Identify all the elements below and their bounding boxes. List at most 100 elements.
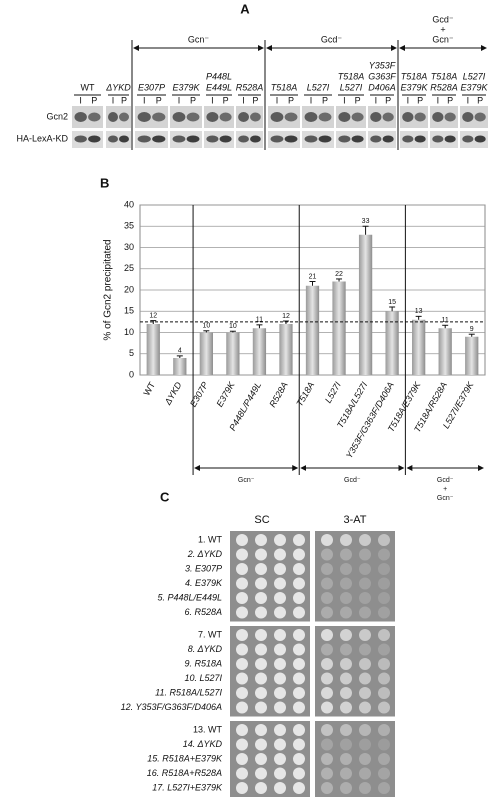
band [402, 112, 414, 122]
lane-sub: I [437, 95, 440, 105]
value-label: 11 [442, 317, 449, 324]
lane-sub: I [211, 95, 214, 105]
colony [255, 563, 267, 575]
band [270, 135, 284, 143]
lane-sub: P [121, 95, 127, 105]
colony [321, 563, 333, 575]
band [351, 112, 364, 122]
band [206, 112, 219, 122]
colony [274, 592, 286, 604]
x-tick-label: L527I [323, 380, 343, 405]
colony [293, 548, 305, 561]
colony [340, 592, 352, 604]
band [186, 135, 200, 143]
band [402, 135, 414, 143]
colony [359, 767, 371, 780]
colony [293, 782, 305, 794]
lane-sub: P [477, 95, 483, 105]
colony [293, 592, 305, 604]
colony [340, 534, 352, 546]
group-label: Gcn⁻ [437, 495, 454, 502]
band [270, 112, 284, 122]
band [108, 112, 118, 122]
colony [255, 738, 267, 751]
colony [236, 548, 248, 561]
colony [378, 672, 390, 685]
blot [204, 106, 234, 128]
lane-label: R528A [430, 82, 458, 92]
colony [274, 767, 286, 780]
blot [72, 131, 103, 148]
lane-sub: P [322, 95, 328, 105]
lane-sub: P [223, 95, 229, 105]
group-label: Gcn⁻ [432, 34, 454, 44]
bar [146, 324, 160, 375]
colony [321, 629, 333, 641]
colony [321, 658, 333, 670]
colony [274, 577, 286, 590]
lane-label: L527I [340, 82, 363, 92]
colony [293, 577, 305, 590]
band [444, 112, 456, 122]
colony [236, 563, 248, 575]
colony [255, 767, 267, 780]
colony [293, 738, 305, 751]
strain-label: 5. P448L/E449L [157, 592, 222, 602]
band [432, 135, 444, 143]
group-label: + [440, 24, 445, 34]
colony [274, 643, 286, 656]
colony [340, 753, 352, 765]
colony [293, 672, 305, 685]
colony [293, 534, 305, 546]
colony [359, 687, 371, 699]
band [88, 135, 101, 143]
blot [204, 131, 234, 148]
colony [378, 782, 390, 794]
strain-label: 14. ΔYKD [183, 739, 223, 749]
colony [359, 738, 371, 751]
band [370, 112, 382, 122]
band [414, 135, 426, 143]
blot [106, 106, 131, 128]
lane-label: L527I [307, 82, 330, 92]
strain-label: 9. R518A [184, 658, 222, 668]
band [108, 135, 118, 143]
blot [368, 131, 396, 148]
colony [378, 592, 390, 604]
colony [274, 563, 286, 575]
lane-label: G363F [368, 71, 396, 81]
strain-label: 1. WT [198, 534, 223, 544]
x-tick-label: T518A [294, 380, 316, 408]
blot [336, 131, 366, 148]
colony [274, 548, 286, 561]
colony [321, 672, 333, 685]
group-label: Gcd⁻ [432, 14, 454, 24]
lane-sub: P [385, 95, 391, 105]
group-label: Gcn⁻ [188, 34, 210, 44]
strain-label: 8. ΔYKD [188, 644, 223, 654]
colony [359, 592, 371, 604]
bar [412, 319, 426, 375]
blot [72, 106, 103, 128]
colony [359, 606, 371, 619]
colony [293, 753, 305, 765]
blot [400, 131, 428, 148]
bar [385, 311, 399, 375]
x-tick-label: Y353F/G363F/D406A [344, 380, 396, 460]
colony [359, 629, 371, 641]
band [414, 112, 426, 122]
band [88, 112, 101, 122]
band [382, 112, 394, 122]
lane-label: E379K [172, 82, 200, 92]
lane-sub: P [91, 95, 97, 105]
band [382, 135, 394, 143]
colony [378, 724, 390, 736]
colony [274, 629, 286, 641]
band [304, 112, 318, 122]
colony [359, 782, 371, 794]
colony [255, 701, 267, 714]
band [219, 135, 232, 143]
blot [106, 131, 131, 148]
colony [340, 629, 352, 641]
